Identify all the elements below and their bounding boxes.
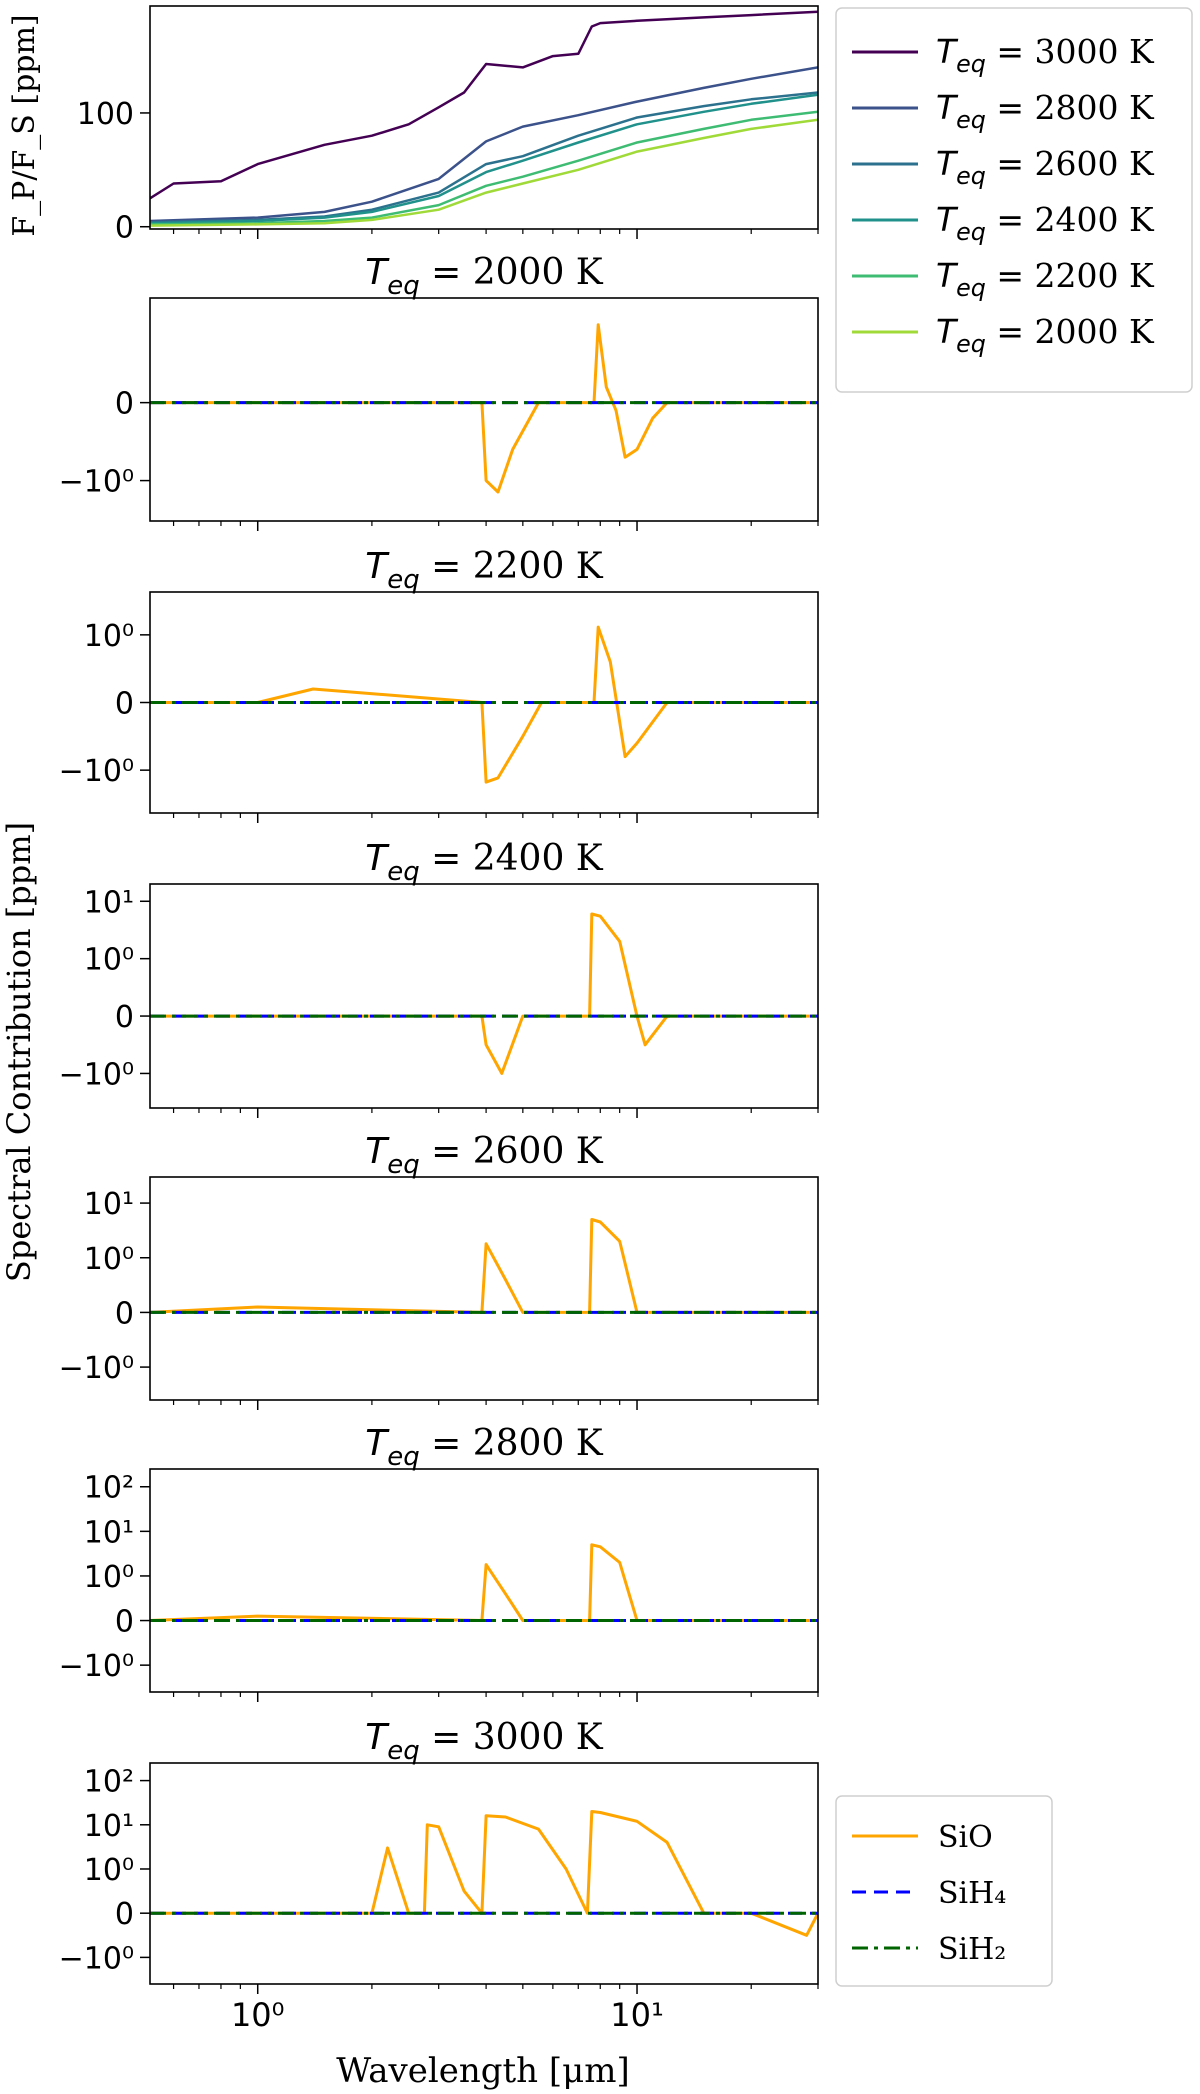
y-tick-label: 10⁰ [84, 1242, 134, 1277]
legend-label: Teq = 2400 K [936, 200, 1155, 246]
y-tick-label: 10⁰ [84, 1560, 134, 1595]
series-teq-2800-K-line [150, 66, 818, 223]
y-tick-label: 0 [115, 1605, 134, 1640]
y-tick-label: 100 [77, 97, 134, 132]
panel-1: 0 −10⁰ Teq = 2000 K [59, 252, 819, 531]
shared-y-axis-label: Spectral Contribution [ppm] [0, 822, 38, 1282]
legend-label: Teq = 2000 K [936, 312, 1155, 358]
panel-title: Teq = 2200 K [365, 546, 604, 595]
axes-frame [149, 1176, 819, 1401]
series-teq-2200-K-line [150, 110, 818, 226]
axes-frame [149, 5, 819, 230]
axes-frame [149, 883, 819, 1109]
axes-frame [149, 297, 819, 522]
y-tick-label: −10⁰ [59, 754, 134, 789]
series-teq-2400-K-line [150, 93, 818, 225]
panel-title: Teq = 2800 K [365, 1423, 604, 1472]
panel-2: 10⁰ 0 −10⁰ Teq = 2200 K [59, 546, 819, 823]
y-tick-label: 10⁰ [84, 943, 134, 978]
series-SiO-line [150, 1218, 818, 1314]
y-axis-label: F_P/F_S [ppm] [7, 14, 42, 236]
y-tick-label: 0 [115, 387, 134, 422]
species-legend: SiO SiH₄ SiH₂ [835, 1795, 1053, 1987]
y-tick-label: 10¹ [84, 885, 134, 920]
series-SiO-line [150, 625, 818, 784]
panel-0: 0 100 F_P/F_S [ppm] [7, 5, 819, 246]
legend-label-species: SiH₄ [938, 1876, 1006, 1911]
panel-6: 10² 10¹ 10⁰ 0 −10⁰ Teq = 3000 K [59, 1717, 819, 1994]
panel-3: 10¹ 10⁰ 0 −10⁰ Teq = 2400 K [59, 838, 819, 1118]
panel-5: 10² 10¹ 10⁰ 0 −10⁰ Teq = 2800 K [59, 1423, 819, 1702]
legend-label: Teq = 2600 K [936, 144, 1155, 190]
y-tick-label: 0 [115, 1296, 134, 1331]
x-tick-label: 10⁰ [231, 1996, 285, 2034]
y-tick-label: 0 [115, 1897, 134, 1932]
y-tick-label: 10⁰ [84, 1853, 134, 1888]
panel-4: 10¹ 10⁰ 0 −10⁰ Teq = 2600 K [59, 1131, 819, 1410]
legend-label-species: SiO [938, 1820, 993, 1855]
y-tick-label: −10⁰ [59, 465, 134, 500]
y-tick-label: 10¹ [84, 1515, 134, 1550]
y-tick-label: −10⁰ [59, 1941, 134, 1976]
panel-title: Teq = 2000 K [365, 252, 604, 301]
series-teq-2000-K-line [150, 118, 818, 227]
y-tick-label: −10⁰ [59, 1351, 134, 1386]
y-tick-label: 10² [84, 1471, 134, 1506]
legend-label-species: SiH₂ [938, 1932, 1006, 1967]
y-tick-label: 0 [115, 211, 134, 246]
series-SiO-line [150, 323, 818, 494]
panel-title: Teq = 2600 K [365, 1131, 604, 1180]
y-tick-label: 0 [115, 687, 134, 722]
y-tick-label: 10⁰ [84, 619, 134, 654]
x-tick-label: 10¹ [610, 1996, 664, 2034]
x-axis-label: Wavelength [μm] [336, 2051, 629, 2091]
series-SiO-line [150, 1543, 818, 1622]
axes-frame [149, 1468, 819, 1693]
temperature-legend: Teq = 3000 K Teq = 2800 K Teq = 2600 K Teq … [835, 7, 1193, 393]
y-tick-label: −10⁰ [59, 1057, 134, 1092]
series-SiO-line [150, 1810, 818, 1937]
legend-label: Teq = 2800 K [936, 88, 1155, 134]
series-SiO-line [150, 912, 818, 1075]
y-tick-label: 10² [84, 1765, 134, 1800]
legend-label: Teq = 2200 K [936, 256, 1155, 302]
y-tick-label: 10¹ [84, 1187, 134, 1222]
y-tick-label: 10¹ [84, 1809, 134, 1844]
series-teq-3000-K-line [150, 10, 818, 200]
panel-title: Teq = 3000 K [365, 1717, 604, 1766]
series-teq-2600-K-line [150, 91, 818, 224]
axes-frame [149, 1762, 819, 1985]
panel-title: Teq = 2400 K [365, 838, 604, 887]
y-tick-label: 0 [115, 1000, 134, 1035]
y-tick-label: −10⁰ [59, 1649, 134, 1684]
legend-label: Teq = 3000 K [936, 32, 1155, 78]
